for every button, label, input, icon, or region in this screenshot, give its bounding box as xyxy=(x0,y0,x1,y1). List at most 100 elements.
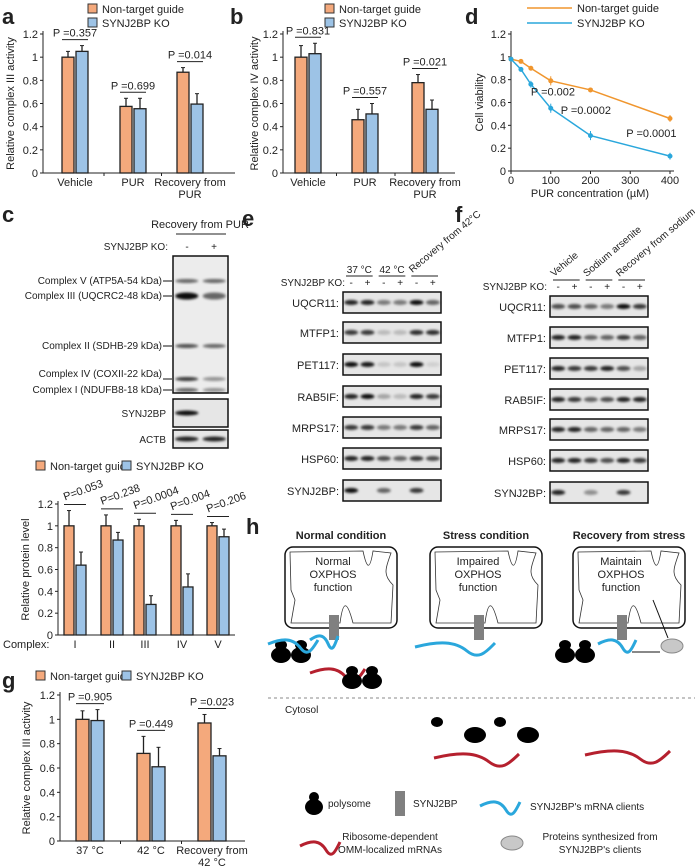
legend-proteins-label: SYNJ2BP's clients xyxy=(559,845,642,856)
blot-row-synj2bp xyxy=(549,481,649,504)
bar-ko xyxy=(182,586,194,636)
ribosome-icon xyxy=(517,727,539,743)
blot-row-hsp60 xyxy=(342,447,442,470)
legend-label-non-target: Non-target guide xyxy=(50,671,132,683)
legend-swatch-ko xyxy=(121,460,132,471)
blot-band xyxy=(409,488,424,493)
x-tick-label: Vehicle xyxy=(290,177,325,189)
legend-polysome-label: polysome xyxy=(328,799,371,810)
blot-band xyxy=(409,425,424,430)
panel-label-g: g xyxy=(2,668,15,693)
data-point-non-target xyxy=(667,115,673,121)
band-label: Complex I (NDUFB8-18 kDa) xyxy=(33,385,162,396)
ko-lane-label: - xyxy=(556,282,559,293)
ko-lane-label: - xyxy=(415,278,418,289)
blot-band xyxy=(632,397,647,402)
blot-band xyxy=(632,335,647,340)
bar-non-target xyxy=(136,752,151,842)
blot-band xyxy=(202,279,226,283)
p-value-label: P=0.053 xyxy=(62,478,105,503)
p-value-label: P =0.905 xyxy=(68,692,112,704)
blot-row-mtfp1 xyxy=(342,321,442,344)
y-tick-label: 0.2 xyxy=(40,812,55,824)
p-value-label: P=0.206 xyxy=(205,490,248,515)
arrow-icon xyxy=(652,599,669,639)
y-tick-label: 0.4 xyxy=(38,586,53,598)
blot-band xyxy=(376,425,391,430)
blot-band xyxy=(583,427,598,432)
blot-band xyxy=(344,488,359,493)
y-tick-label: 1 xyxy=(47,521,53,533)
blot-band xyxy=(360,425,375,430)
blot-band xyxy=(175,279,199,283)
blot-band xyxy=(376,488,391,493)
blot-band xyxy=(551,490,566,495)
protein-icon xyxy=(660,638,684,654)
x-tick-label: 300 xyxy=(621,175,639,187)
blot-band xyxy=(425,425,440,430)
blot-band xyxy=(583,397,598,402)
legend-label-non-target: Non-target guide xyxy=(102,4,184,16)
polysome-legend-icon xyxy=(305,799,323,815)
oxphos-blot xyxy=(172,255,229,394)
x-tick-label: Vehicle xyxy=(57,177,92,189)
polysome-icon xyxy=(555,647,575,663)
cytosol-label: Cytosol xyxy=(285,705,318,716)
blot-row-label: SYNJ2BP xyxy=(122,409,167,420)
bar-ko xyxy=(90,719,105,842)
panel-label-b: b xyxy=(230,4,243,29)
blot-band xyxy=(600,366,615,371)
data-point-ko xyxy=(667,153,673,159)
blot-band xyxy=(425,394,440,399)
blot-band xyxy=(616,427,631,432)
p-value-label: P =0.831 xyxy=(286,25,330,37)
y-tick-label: 0 xyxy=(49,836,55,848)
blot-band xyxy=(616,366,631,371)
p-value-label: P =0.014 xyxy=(168,50,212,62)
panel-label-f: f xyxy=(455,202,463,227)
blot-row-mtfp1 xyxy=(549,326,649,349)
blot-band xyxy=(425,456,440,461)
p-value-label: P =0.023 xyxy=(190,696,234,708)
blot-band xyxy=(360,456,375,461)
x-tick-label: 100 xyxy=(542,175,560,187)
legend-label-ko: SYNJ2BP KO xyxy=(339,18,407,30)
p-value-label: P =0.557 xyxy=(343,86,387,98)
x-tick-label: PUR xyxy=(353,177,376,189)
blot-band xyxy=(551,304,566,309)
y-tick-label: 0.4 xyxy=(40,787,55,799)
blot-band xyxy=(202,436,226,442)
x-tick-label: PUR xyxy=(413,189,436,201)
ko-lane-label: + xyxy=(572,282,578,293)
protein-legend-icon xyxy=(500,835,524,851)
blot-row-label: PET117: xyxy=(504,364,546,376)
legend-label-ko: SYNJ2BP KO xyxy=(136,461,204,473)
y-tick-label: 0.2 xyxy=(23,145,38,157)
bar-ko xyxy=(75,564,87,636)
y-tick-label: 0.8 xyxy=(23,75,38,87)
blot-band xyxy=(175,344,199,348)
cristae-membrane xyxy=(577,550,682,624)
condition-label: 37 °C xyxy=(347,265,372,276)
blot-band xyxy=(583,366,598,371)
blot-row-synj2bp xyxy=(342,479,442,502)
y-tick-label: 1 xyxy=(500,52,506,64)
blot-band xyxy=(409,394,424,399)
legend-swatch-ko xyxy=(121,670,132,681)
legend-swatch-non-target xyxy=(35,670,46,681)
ko-lane-label: - xyxy=(185,242,188,253)
y-tick-label: 1.2 xyxy=(38,499,53,511)
mito-text: Impaired xyxy=(457,556,500,568)
bar-ko xyxy=(218,536,230,636)
mitochondrion xyxy=(429,546,543,629)
condition-title: Stress condition xyxy=(443,530,529,542)
polysome-icon xyxy=(362,673,382,689)
bar-non-target xyxy=(294,56,308,174)
blot-band xyxy=(616,304,631,309)
x-tick-label: 42 °C xyxy=(137,845,165,857)
y-tick-label: 0.8 xyxy=(38,543,53,555)
data-point-ko xyxy=(518,66,524,72)
blot-band xyxy=(551,427,566,432)
blot-row-label: MRPS17: xyxy=(499,425,546,437)
blot-synj2bp xyxy=(172,398,229,428)
